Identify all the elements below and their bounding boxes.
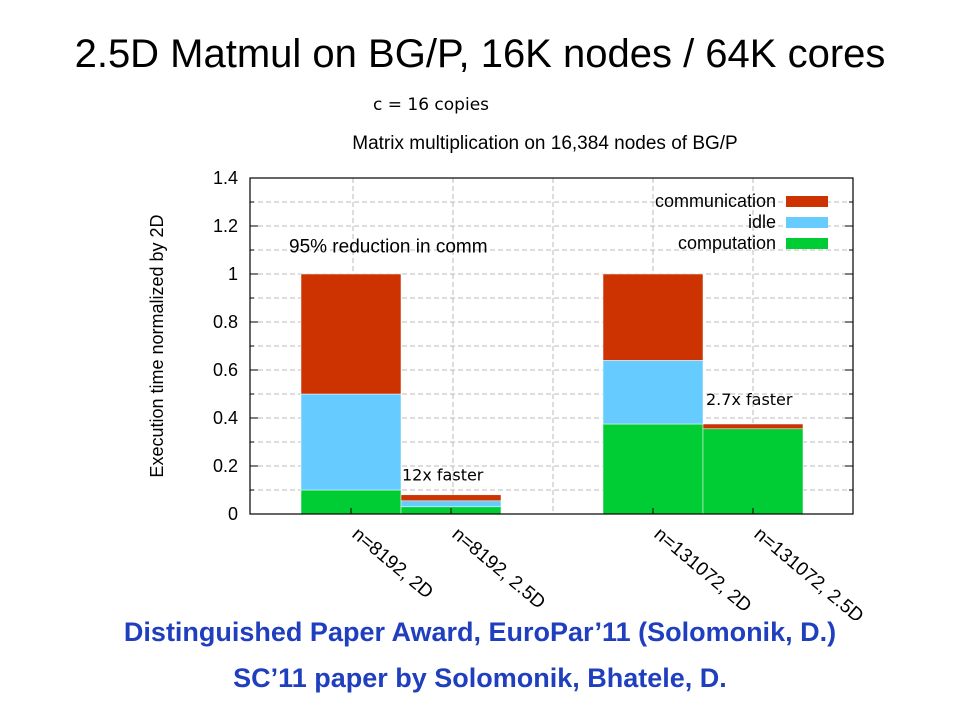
bar-segment-communication (400, 494, 502, 502)
chart-title: Matrix multiplication on 16,384 nodes of… (352, 133, 737, 154)
y-tick-label: 0.2 (213, 456, 238, 476)
copies-note: c = 16 copies (373, 95, 490, 115)
y-tick-label: 0 (228, 504, 238, 524)
x-tick-label: n=131072, 2D (650, 524, 755, 617)
award-line-2: SC’11 paper by Solomonik, Bhatele, D. (233, 663, 727, 693)
y-tick-label: 0.8 (213, 312, 238, 332)
bar-segment-computation (702, 428, 804, 515)
legend-swatch-computation (786, 238, 828, 249)
bar-segment-computation (602, 423, 704, 515)
y-axis-ticks: 0 0.2 0.4 0.6 0.8 1 1.2 1.4 (213, 168, 853, 524)
legend-swatch-communication (786, 196, 828, 207)
annotations: 95% reduction in comm 12x faster 2.7x fast… (289, 236, 793, 484)
legend-label: communication (655, 191, 776, 211)
bar-segment-idle (300, 393, 402, 491)
award-line-1: Distinguished Paper Award, EuroPar’11 (S… (123, 617, 837, 647)
bar-segment-communication (300, 273, 402, 395)
x-tick-label: n=8192, 2.5D (448, 524, 549, 614)
annotation-label: 2.7x faster (706, 390, 793, 409)
x-axis-ticks: n=8192, 2D n=8192, 2.5D n=131072, 2Dn=1310… (348, 508, 868, 620)
bar-segment-idle (400, 500, 502, 508)
y-tick-label: 1.2 (213, 216, 238, 236)
y-tick-label: 1 (228, 264, 238, 284)
legend-label: computation (678, 233, 776, 253)
x-tick-label: n=8192, 2D (348, 524, 437, 604)
y-tick-label: 0.4 (213, 408, 238, 428)
bar-segment-idle (602, 360, 704, 425)
y-tick-label: 1.4 (213, 168, 238, 188)
bar-segment-communication (702, 423, 804, 430)
x-tick-label: n=131072, 2.5D (750, 524, 868, 620)
y-axis-label: Execution time normalized by 2D (147, 214, 167, 477)
slide-title: 2.5D Matmul on BG/P, 16K nodes / 64K cor… (74, 32, 886, 76)
annotation-label: 95% reduction in comm (289, 236, 488, 257)
annotation-label: 12x faster (402, 465, 484, 484)
stacked-bar-chart: Matrix multiplication on 16,384 nodes of… (147, 133, 868, 620)
y-tick-label: 0.6 (213, 360, 238, 380)
legend-swatch-idle (786, 217, 828, 228)
bar-segment-communication (602, 273, 704, 361)
legend-label: idle (748, 212, 776, 232)
bars (300, 273, 804, 515)
